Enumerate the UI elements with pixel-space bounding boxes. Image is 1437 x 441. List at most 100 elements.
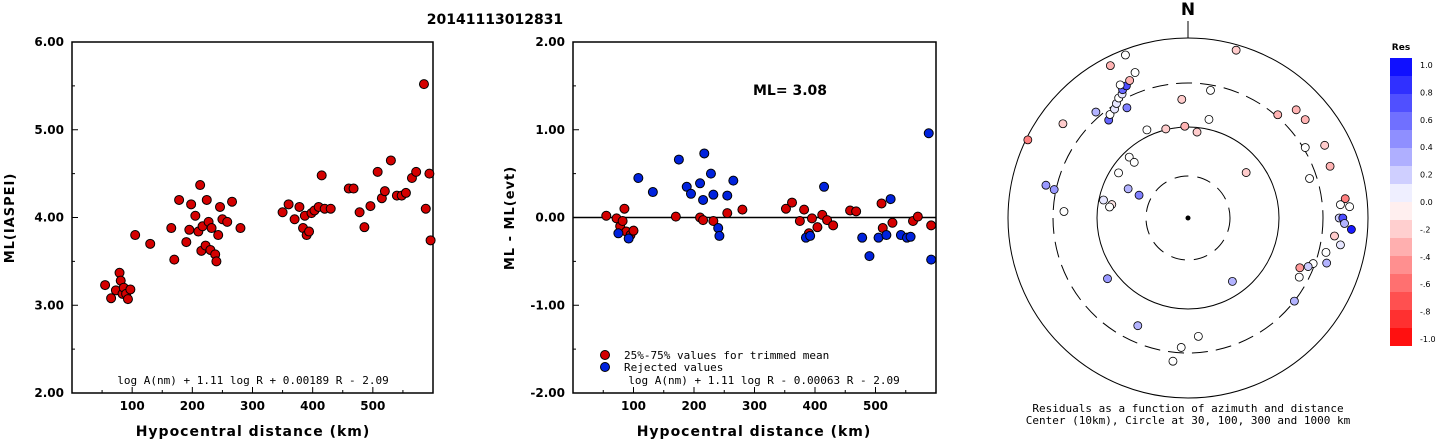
data-point-series-0 xyxy=(201,194,212,205)
station-residual-point xyxy=(1161,124,1171,134)
data-point-series-1 xyxy=(714,230,725,241)
colorbar-tick-label: -.2 xyxy=(1420,225,1431,234)
colorbar-cell xyxy=(1390,112,1412,130)
station-residual-point xyxy=(1347,225,1356,234)
data-point-series-0 xyxy=(385,155,396,166)
data-point-series-1 xyxy=(633,173,644,184)
data-point-series-0 xyxy=(400,187,411,198)
data-point-series-0 xyxy=(283,199,294,210)
y-tick-label: 6.00 xyxy=(34,35,64,49)
data-point-series-0 xyxy=(670,211,681,222)
data-point-series-1 xyxy=(705,168,716,179)
data-point-series-0 xyxy=(130,230,141,241)
data-point-series-0 xyxy=(277,207,288,218)
station-residual-point xyxy=(1125,76,1135,85)
data-point-series-0 xyxy=(418,79,429,90)
data-point-series-0 xyxy=(379,186,390,197)
station-residual-point xyxy=(1300,115,1310,125)
x-tick-label: 400 xyxy=(300,399,325,413)
station-residual-point xyxy=(1059,207,1069,216)
legend-marker-trimmed xyxy=(600,350,610,360)
colorbar-cell xyxy=(1390,256,1412,274)
y-tick-label: 0.00 xyxy=(535,211,565,225)
data-point-series-0 xyxy=(235,223,246,234)
station-residual-point xyxy=(1289,296,1299,306)
data-point-series-1 xyxy=(864,251,875,262)
data-point-series-0 xyxy=(876,198,887,209)
data-point-series-0 xyxy=(289,214,300,225)
colorbar-tick-label: 0.2 xyxy=(1420,171,1433,180)
data-point-series-1 xyxy=(722,190,733,201)
station-residual-point xyxy=(1091,107,1101,117)
colorbar-cell xyxy=(1390,220,1412,238)
station-residual-point xyxy=(1322,258,1332,268)
data-point-series-0 xyxy=(698,215,709,226)
colorbar-tick-label: -.6 xyxy=(1420,280,1431,289)
x-tick-label: 500 xyxy=(360,399,385,413)
station-residual-point xyxy=(1273,110,1283,120)
data-point-series-0 xyxy=(190,210,201,221)
panel-residual-vs-distance: 100 200 300 400 500 -2.00 -1.00 0.00 1.00 2.00 ML… xyxy=(503,35,937,440)
station-residual-point xyxy=(1241,168,1251,177)
data-point-series-0 xyxy=(359,222,370,233)
formula-text: log A(nm) + 1.11 log R + 0.00189 R - 2.0… xyxy=(117,374,389,387)
data-points xyxy=(1023,45,1356,366)
station-residual-point xyxy=(1177,94,1187,104)
station-residual-point xyxy=(1134,190,1144,200)
station-residual-point xyxy=(1192,127,1202,137)
y-tick-label: 2.00 xyxy=(535,35,565,49)
station-residual-point xyxy=(1129,157,1139,167)
data-point-series-1 xyxy=(881,230,892,241)
data-point-series-0 xyxy=(812,222,823,233)
station-residual-point xyxy=(1231,45,1241,55)
station-residual-point xyxy=(1168,356,1178,366)
legend-marker-rejected xyxy=(600,362,610,372)
station-residual-point xyxy=(1133,321,1143,331)
station-residual-point xyxy=(1193,331,1203,341)
data-point-series-0 xyxy=(628,225,639,236)
data-point-series-0 xyxy=(195,180,206,191)
data-point-series-0 xyxy=(186,199,197,210)
data-point-series-0 xyxy=(174,194,185,205)
y-tick-label: 3.00 xyxy=(34,298,64,312)
data-point-series-0 xyxy=(828,220,839,231)
plot-frame xyxy=(71,41,434,394)
colorbar-cell xyxy=(1390,328,1412,346)
data-point-series-0 xyxy=(420,203,431,214)
data-point-series-1 xyxy=(698,194,709,205)
center-point xyxy=(1185,215,1191,221)
data-point-series-0 xyxy=(206,223,217,234)
data-point-series-0 xyxy=(106,293,117,304)
data-point-series-0 xyxy=(213,230,224,241)
data-point-series-1 xyxy=(728,175,739,186)
data-point-series-0 xyxy=(227,196,238,207)
station-residual-point xyxy=(1336,200,1345,210)
data-point-series-0 xyxy=(100,280,111,291)
station-residual-point xyxy=(1103,274,1112,284)
x-tick-label: 300 xyxy=(240,399,265,413)
data-point-series-0 xyxy=(211,256,222,267)
figure-title: 20141113012831 xyxy=(427,12,563,28)
colorbar-tick-label: 0.0 xyxy=(1420,198,1433,207)
y-tick-label: 2.00 xyxy=(34,386,64,400)
station-residual-point xyxy=(1340,219,1349,228)
station-residual-point xyxy=(1049,185,1059,194)
station-residual-point xyxy=(1330,231,1339,241)
data-point-series-1 xyxy=(819,181,830,192)
data-points xyxy=(100,79,436,305)
station-residual-point xyxy=(1130,68,1140,77)
station-residual-point xyxy=(1105,202,1114,212)
x-tick-label: 200 xyxy=(180,399,205,413)
data-point-series-0 xyxy=(411,166,422,177)
data-point-series-0 xyxy=(424,168,435,179)
data-point-series-0 xyxy=(222,216,233,227)
station-residual-point xyxy=(1176,343,1186,352)
data-point-series-0 xyxy=(787,197,798,208)
x-tick-label: 200 xyxy=(681,399,706,413)
caption-line-1: Residuals as a function of azimuth and d… xyxy=(1032,402,1343,415)
colorbar-cell xyxy=(1390,238,1412,256)
data-point-series-0 xyxy=(316,170,327,181)
colorbar-cell xyxy=(1390,94,1412,112)
station-residual-point xyxy=(1115,80,1125,90)
data-point-series-1 xyxy=(623,233,634,244)
